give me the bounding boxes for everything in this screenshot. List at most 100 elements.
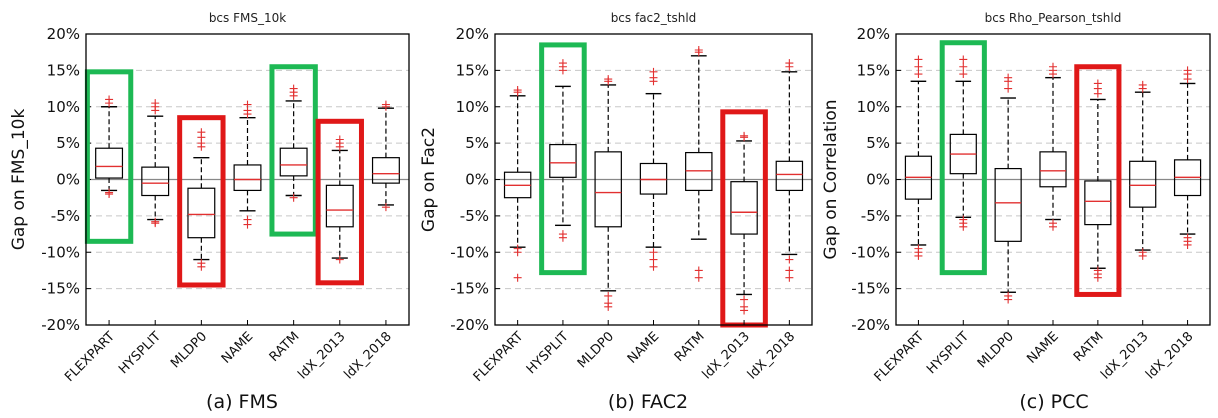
x-tick-label: ldX_2013 [1098, 329, 1151, 382]
chart-panel-3: -20% -15% -10% -5% 0% 5% 10% 15% 20% FLEXPARTHYSP… [821, 11, 1211, 413]
x-tick-label: RATM [1071, 329, 1107, 365]
outlier-point [694, 273, 703, 282]
outlier-point [604, 302, 613, 311]
y-tick-label: 20% [857, 25, 890, 43]
y-tick-label: -10% [851, 243, 890, 261]
y-tick-label: -15% [450, 280, 489, 298]
outlier-point [1138, 80, 1147, 89]
x-tick-label: FLEXPART [872, 329, 928, 385]
outlier-point [694, 266, 703, 275]
x-tick-label: ldX_2013 [295, 329, 348, 382]
highlight-frame [539, 42, 587, 276]
outlier-point [914, 251, 923, 260]
outlier-point [1093, 79, 1102, 88]
highlight-frame [1074, 64, 1122, 297]
box-iqr [549, 143, 577, 178]
box-iqr [685, 151, 713, 192]
box-iqr [279, 147, 308, 177]
box-NAME [639, 67, 668, 271]
outlier-point [649, 248, 658, 257]
x-tick-label: HYSPLIT [116, 329, 164, 377]
box-RATM [1084, 79, 1112, 282]
box-FLEXPART [904, 55, 933, 260]
x-tick-label: ldX_2018 [745, 329, 798, 382]
x-tick-label: HYSPLIT [924, 329, 972, 377]
box-iqr [95, 147, 124, 179]
panel-caption: (b) FAC2 [608, 391, 688, 413]
outlier-point [1183, 66, 1192, 75]
chart-title: bcs fac2_tshld [611, 11, 697, 25]
box-iqr [1039, 151, 1067, 188]
outlier-point [151, 99, 160, 108]
box-iqr [371, 157, 400, 184]
outlier-point [649, 262, 658, 271]
highlight-frame [939, 40, 987, 276]
outlier-point [381, 203, 390, 212]
box-NAME [233, 100, 262, 229]
box-iqr [187, 187, 216, 239]
y-tick-label: 10% [857, 98, 890, 116]
box-MLDP0 [187, 128, 216, 271]
y-tick-label: -10% [450, 243, 489, 261]
outlier-point [959, 55, 968, 64]
outlier-point [513, 248, 522, 257]
x-tick-label: NAME [219, 329, 257, 367]
box-iqr [994, 167, 1022, 242]
outlier-point [694, 46, 703, 55]
x-tick-label: FLEXPART [62, 329, 118, 385]
y-axis-label: Gap on FMS_10k [9, 109, 29, 251]
outlier-point [785, 266, 794, 275]
x-tick-label: NAME [1024, 329, 1062, 367]
outlier-point [289, 193, 298, 202]
x-tick-label: ldX_2018 [341, 329, 394, 382]
y-tick-label: 0% [866, 171, 890, 189]
y-tick-label: 5% [465, 134, 489, 152]
y-tick-label: 15% [857, 61, 890, 79]
box-ldX_2013 [730, 131, 758, 315]
outlier-point [914, 55, 923, 64]
box-FLEXPART [503, 86, 532, 282]
outlier-point [740, 131, 749, 140]
chart-title: bcs FMS_10k [209, 11, 286, 25]
x-tick-label: MLDP0 [168, 329, 210, 371]
outlier-point [513, 86, 522, 95]
outlier-point [197, 259, 206, 268]
y-tick-label: -10% [41, 243, 80, 261]
box-iqr [639, 162, 668, 195]
y-tick-label: -20% [41, 316, 80, 334]
outlier-point [649, 255, 658, 264]
outlier-point [1004, 84, 1013, 93]
outlier-point [335, 255, 344, 264]
outlier-point [1138, 251, 1147, 260]
y-tick-label: -15% [851, 280, 890, 298]
y-tick-label: -15% [41, 280, 80, 298]
outlier-point [1183, 240, 1192, 249]
box-iqr [1129, 160, 1157, 208]
box-iqr [1084, 180, 1112, 226]
outlier-point [785, 255, 794, 264]
box-iqr [730, 181, 758, 235]
box-iqr [141, 166, 170, 197]
y-tick-label: 20% [47, 25, 80, 43]
outlier-point [151, 217, 160, 226]
outlier-point [197, 128, 206, 137]
box-ldX_2013 [325, 135, 354, 264]
outlier-point [105, 188, 114, 197]
outlier-point [243, 100, 252, 109]
panel-caption: (c) PCC [1019, 391, 1088, 413]
y-tick-label: 15% [456, 61, 489, 79]
outlier-point [740, 295, 749, 304]
box-iqr [325, 184, 354, 228]
box-MLDP0 [994, 73, 1022, 304]
box-HYSPLIT [949, 55, 977, 231]
y-axis-label: Gap on Fac2 [419, 127, 439, 232]
highlight-frame [269, 64, 318, 237]
outlier-point [1093, 273, 1102, 282]
outlier-point [1004, 295, 1013, 304]
outlier-point [1049, 62, 1057, 71]
box-ldX_2013 [1129, 80, 1157, 260]
x-tick-label: RATM [672, 329, 708, 365]
box-ldX_2018 [1173, 66, 1202, 249]
highlight-frame [315, 118, 364, 286]
